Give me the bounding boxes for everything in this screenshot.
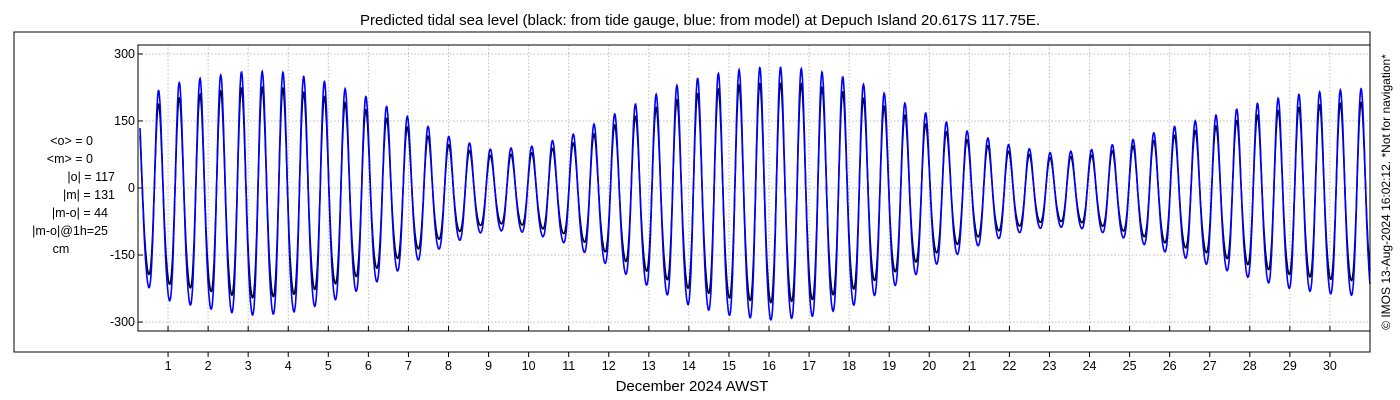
- x-tick-label: 13: [642, 359, 656, 373]
- x-tick-label: 11: [562, 359, 575, 373]
- x-tick-label: 2: [205, 359, 212, 373]
- x-tick-label: 4: [285, 359, 292, 373]
- x-tick-label: 23: [1043, 359, 1057, 373]
- x-axis-label: December 2024 AWST: [616, 378, 769, 395]
- y-tick-label: 300: [114, 47, 135, 61]
- stat-abs-diff-1h: |m-o|@1h=25: [32, 224, 108, 238]
- x-tick-label: 14: [682, 359, 696, 373]
- x-tick-label: 5: [325, 359, 332, 373]
- x-tick-label: 18: [842, 359, 856, 373]
- x-tick-label: 25: [1123, 359, 1137, 373]
- x-tick-label: 1: [165, 359, 172, 373]
- x-tick-label: 24: [1083, 359, 1097, 373]
- stat-abs-model: |m| = 131: [63, 188, 115, 202]
- x-tick-label: 22: [1002, 359, 1016, 373]
- plot-area-frame: [137, 44, 1371, 332]
- x-tick-label: 3: [245, 359, 252, 373]
- copyright-note: © IMOS 13-Aug-2024 16:02:12. *Not for na…: [1379, 54, 1393, 330]
- stat-abs-diff: |m-o| = 44: [52, 206, 108, 220]
- x-tick-label: 15: [722, 359, 736, 373]
- stats-block: <o> = 0 <m> = 0 |o| = 117 |m| = 131 |m-o…: [32, 134, 115, 256]
- x-tick-label: 7: [405, 359, 412, 373]
- stat-mean-obs: <o> = 0: [50, 134, 93, 148]
- y-tick-label: -150: [110, 248, 135, 262]
- y-tick-label: 150: [114, 114, 135, 128]
- x-tick-label: 20: [922, 359, 936, 373]
- x-tick-label: 26: [1163, 359, 1177, 373]
- stat-mean-model: <m> = 0: [47, 152, 93, 166]
- x-tick-label: 30: [1323, 359, 1337, 373]
- x-tick-label: 21: [962, 359, 976, 373]
- x-tick-label: 16: [762, 359, 776, 373]
- x-tick-label: 19: [882, 359, 896, 373]
- x-tick-label: 10: [522, 359, 536, 373]
- x-tick-label: 6: [365, 359, 372, 373]
- stat-abs-obs: |o| = 117: [67, 170, 115, 184]
- x-tick-label: 8: [445, 359, 452, 373]
- x-tick-label: 28: [1243, 359, 1257, 373]
- x-tick-label: 17: [802, 359, 816, 373]
- chart-title: Predicted tidal sea level (black: from t…: [360, 12, 1040, 29]
- series-layer: [139, 66, 1371, 322]
- stat-unit: cm: [53, 242, 70, 256]
- outer-frame: [13, 31, 1371, 353]
- series-line-model: [139, 66, 1371, 322]
- x-tick-label: 27: [1203, 359, 1217, 373]
- x-tick-label: 12: [602, 359, 616, 373]
- y-tick-label: 0: [128, 181, 135, 195]
- y-tick-label: -300: [110, 315, 135, 329]
- x-tick-label: 29: [1283, 359, 1297, 373]
- x-tick-label: 9: [485, 359, 492, 373]
